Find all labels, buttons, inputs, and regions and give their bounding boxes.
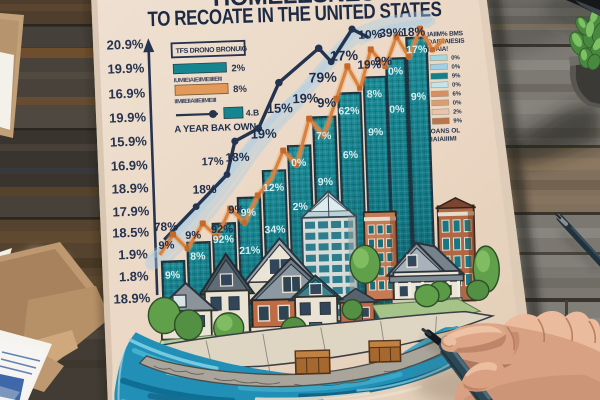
svg-text:15.9%: 15.9% <box>110 133 148 149</box>
svg-text:9%: 9% <box>368 126 384 139</box>
svg-text:9%: 9% <box>158 239 175 252</box>
svg-text:IAIIM% BMS: IAIIM% BMS <box>427 30 464 38</box>
svg-text:HOMELESNES RATE: HOMELESNES RATE <box>212 0 443 12</box>
svg-text:IUMIEIAIEIIMEIIIIEIII: IUMIEIAIEIIMEIIIIEIII <box>174 77 223 85</box>
svg-text:7%: 7% <box>316 130 332 143</box>
svg-text:2%: 2% <box>292 201 308 214</box>
svg-text:92%: 92% <box>211 223 234 236</box>
svg-text:0%: 0% <box>389 103 405 116</box>
svg-text:34%: 34% <box>264 224 286 237</box>
svg-text:2%: 2% <box>453 109 463 115</box>
svg-text:9%: 9% <box>185 229 202 242</box>
svg-text:OANS OL: OANS OL <box>431 127 461 135</box>
svg-text:1.8%: 1.8% <box>119 268 150 284</box>
svg-text:0%: 0% <box>453 100 463 106</box>
svg-text:6%: 6% <box>452 91 462 97</box>
svg-text:0%: 0% <box>388 65 404 78</box>
svg-text:18%: 18% <box>225 150 250 165</box>
svg-text:12%: 12% <box>263 182 285 195</box>
svg-text:92%: 92% <box>213 233 235 246</box>
svg-text:IA/AIA!: IA/AIA! <box>428 46 449 54</box>
svg-text:TFS DRONO BRONUIG: TFS DRONO BRONUIG <box>176 46 248 56</box>
svg-text:DAIBIAIESIS: DAIBIAIESIS <box>427 38 465 46</box>
svg-text:0%: 0% <box>451 64 461 70</box>
svg-text:20.9%: 20.9% <box>106 36 144 52</box>
svg-text:17.9%: 17.9% <box>112 203 150 219</box>
svg-text:1.9%: 1.9% <box>118 246 149 262</box>
svg-text:0%: 0% <box>291 157 307 170</box>
svg-text:9%: 9% <box>228 204 245 217</box>
svg-text:A YEAR BAK OWN: A YEAR BAK OWN <box>174 121 256 135</box>
svg-text:9%: 9% <box>241 207 257 220</box>
svg-text:9%: 9% <box>453 118 463 124</box>
svg-text:18.5%: 18.5% <box>112 224 150 240</box>
svg-text:18.9%: 18.9% <box>113 290 151 306</box>
svg-text:17%: 17% <box>201 156 224 169</box>
svg-text:16.9%: 16.9% <box>108 85 146 101</box>
svg-text:9%: 9% <box>374 54 392 69</box>
svg-text:9%: 9% <box>452 73 462 79</box>
svg-text:9%: 9% <box>317 95 337 111</box>
svg-text:19.9%: 19.9% <box>107 60 145 76</box>
svg-text:18%: 18% <box>401 25 426 40</box>
svg-text:0%: 0% <box>452 82 462 88</box>
svg-text:39%: 39% <box>379 25 404 40</box>
svg-text:4.B: 4.B <box>246 107 260 117</box>
svg-text:9%: 9% <box>318 176 334 189</box>
svg-text:62%: 62% <box>338 105 360 118</box>
svg-text:19%: 19% <box>292 90 319 106</box>
svg-text:19%: 19% <box>250 126 277 142</box>
svg-text:0%: 0% <box>451 55 461 61</box>
svg-text:8%: 8% <box>233 84 248 95</box>
svg-text:9%: 9% <box>411 91 427 104</box>
svg-text:2%: 2% <box>231 63 246 74</box>
svg-text:6%: 6% <box>343 149 359 162</box>
svg-text:18%: 18% <box>192 182 217 197</box>
svg-text:8%: 8% <box>367 88 383 101</box>
svg-text:15%: 15% <box>267 100 294 116</box>
svg-text:IAIAIIIMI: IAIAIIIMI <box>431 135 457 143</box>
svg-text:18.9%: 18.9% <box>111 180 149 196</box>
svg-text:8%: 8% <box>190 250 206 263</box>
svg-text:78%: 78% <box>154 219 179 234</box>
svg-text:19%: 19% <box>357 57 382 72</box>
svg-text:10%: 10% <box>358 27 383 42</box>
svg-text:9%: 9% <box>165 269 181 282</box>
svg-text:21%: 21% <box>239 244 261 257</box>
svg-text:17%: 17% <box>406 43 428 56</box>
svg-text:19.9%: 19.9% <box>109 109 147 125</box>
svg-text:79%: 79% <box>308 69 337 86</box>
svg-text:16.9%: 16.9% <box>111 157 149 173</box>
svg-text:17%: 17% <box>330 47 359 64</box>
svg-text:IIMIIEIIAIIIEIIMEIII: IIMIIEIIAIIIEIIMEIII <box>174 98 217 105</box>
